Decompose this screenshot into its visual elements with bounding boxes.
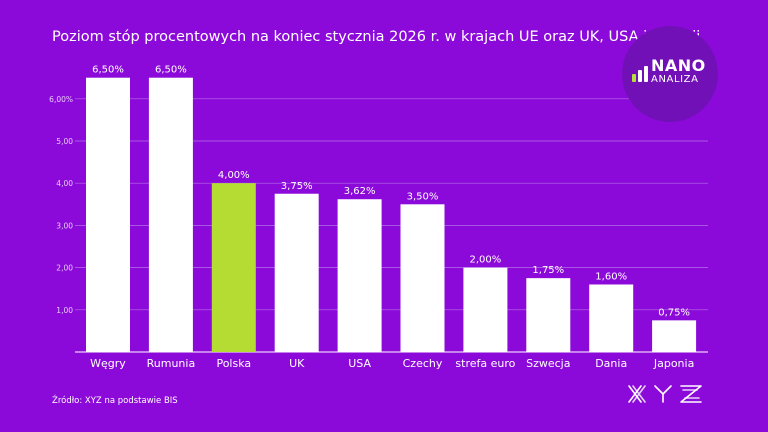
data-label: 6,50% (92, 65, 124, 76)
source-note: Źródło: XYZ na podstawie BIS (52, 396, 178, 406)
data-label: 3,75% (281, 181, 313, 192)
x-tick-label: Rumunia (147, 357, 196, 370)
logo-bar-3 (644, 66, 648, 82)
x-tick-label: Czechy (403, 357, 443, 370)
bar (337, 199, 382, 352)
bar (211, 183, 256, 352)
y-tick-label: 1,00 (56, 306, 73, 315)
xyz-brand-logo (628, 385, 702, 403)
x-tick-label: Dania (595, 357, 627, 370)
logo-subtitle: ANALIZA (651, 74, 699, 85)
y-tick-label: 6,00% (49, 95, 73, 104)
chart-title: Poziom stóp procentowych na koniec stycz… (52, 29, 701, 45)
x-tick-label: strefa euro (455, 357, 515, 370)
bar (274, 193, 319, 352)
bar (526, 278, 571, 352)
data-label: 1,75% (532, 265, 564, 276)
x-tick-label: USA (348, 357, 371, 370)
y-tick-label: 4,00 (56, 179, 73, 188)
data-label: 3,50% (407, 191, 439, 202)
data-label: 1,60% (595, 271, 627, 282)
x-tick-label: Polska (216, 357, 251, 370)
data-label: 3,62% (344, 186, 376, 197)
bar (400, 204, 445, 352)
data-label: 6,50% (155, 65, 187, 76)
bar (86, 77, 130, 352)
x-tick-label: Japonia (653, 357, 694, 370)
logo-bar-1 (632, 74, 636, 82)
y-tick-label: 5,00 (56, 137, 73, 146)
logo-name: NANO (651, 56, 706, 75)
data-label: 2,00% (470, 255, 502, 266)
x-tick-label: UK (289, 357, 305, 370)
bar (148, 77, 193, 352)
x-tick-label: Węgry (90, 357, 126, 370)
data-label: 4,00% (218, 170, 250, 181)
y-tick-label: 3,00 (56, 221, 73, 230)
x-tick-label: Szwecja (526, 357, 570, 370)
bar (652, 320, 697, 352)
logo-bar-2 (638, 70, 642, 82)
bar (589, 284, 634, 352)
y-tick-label: 2,00 (56, 264, 73, 273)
logo-bars-icon (632, 66, 648, 82)
data-label: 0,75% (658, 307, 690, 318)
bar (463, 267, 508, 352)
